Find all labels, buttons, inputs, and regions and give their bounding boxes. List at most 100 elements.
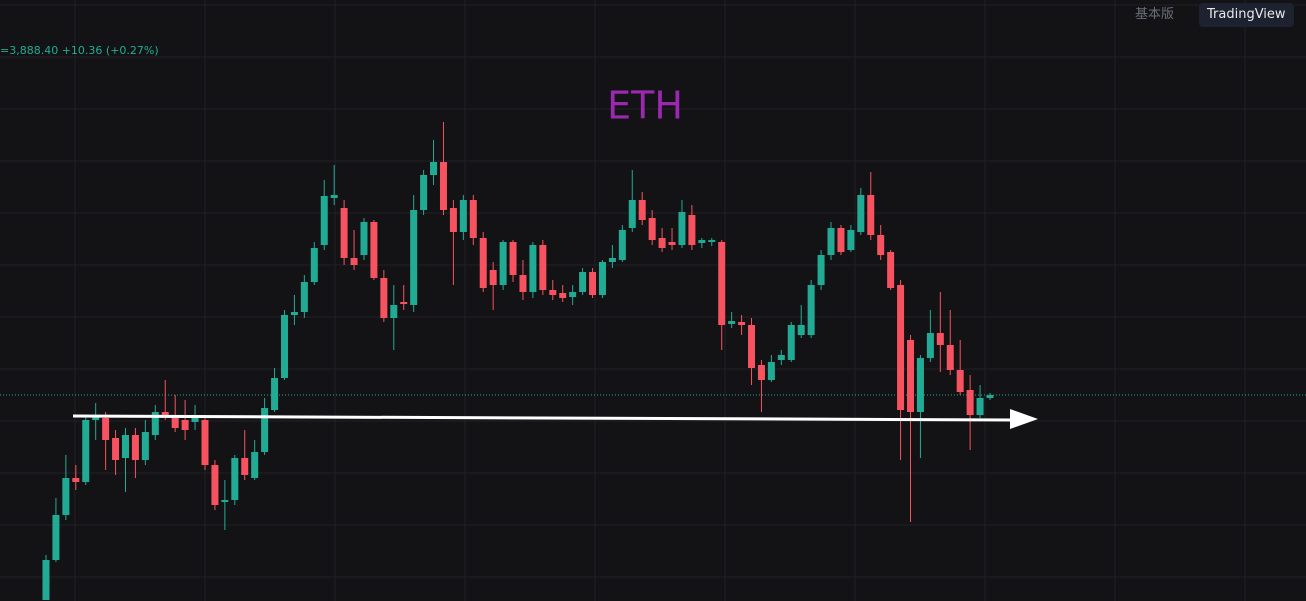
candle-body	[271, 378, 279, 410]
candle-body	[797, 325, 805, 335]
candle-body	[141, 432, 149, 460]
basic-tab[interactable]: 基本版	[1135, 7, 1175, 22]
candle-body	[569, 292, 577, 297]
candle-body	[360, 222, 368, 255]
candle-body	[72, 478, 80, 482]
candle-body	[837, 228, 845, 252]
candle-body	[956, 370, 964, 392]
candle-body	[489, 270, 497, 285]
candle-body	[777, 355, 785, 360]
trend-arrow	[72, 409, 1038, 429]
candle-body	[340, 208, 348, 258]
candle-body	[420, 175, 428, 210]
candle-body	[171, 415, 179, 428]
candle-body	[181, 420, 189, 430]
candle-body	[439, 162, 447, 210]
candle-body	[907, 340, 915, 412]
candle-body	[946, 345, 954, 370]
candle-body	[310, 248, 318, 282]
candle-body	[112, 438, 120, 460]
candle-body	[469, 200, 477, 238]
candle-body	[688, 215, 696, 245]
chart-title: ETH	[607, 84, 683, 128]
candle-body	[877, 235, 885, 255]
candle-body	[628, 200, 636, 228]
candle-body	[330, 195, 338, 198]
candle-body	[211, 465, 219, 505]
candle-body	[787, 325, 795, 360]
candle-body	[976, 398, 984, 415]
candle-body	[300, 282, 308, 312]
candle-body	[598, 262, 606, 295]
candle-body	[241, 458, 249, 475]
candle-body	[897, 285, 905, 410]
candle-body	[201, 420, 209, 465]
candle-body	[658, 238, 666, 248]
candle-body	[261, 408, 269, 452]
candle-body	[509, 242, 517, 275]
candle-body	[82, 420, 90, 482]
candle-body	[748, 325, 756, 368]
candle-body	[738, 322, 746, 325]
candle-body	[400, 302, 408, 304]
candle-body	[867, 195, 875, 235]
arrow-head	[1010, 409, 1038, 429]
candle-body	[121, 435, 129, 458]
candle-body	[966, 390, 974, 415]
candle-body	[668, 242, 676, 245]
candle-body	[151, 412, 159, 435]
tradingview-tab[interactable]: TradingView	[1199, 3, 1294, 27]
candle-body	[221, 500, 229, 502]
candle-body	[161, 412, 169, 415]
candle-body	[449, 208, 457, 232]
candle-body	[936, 333, 944, 345]
candle-body	[62, 478, 70, 515]
candle-body	[827, 228, 835, 255]
candle-body	[678, 212, 686, 245]
candle-body	[559, 293, 567, 298]
candle-body	[430, 162, 438, 175]
legend-price: =3,888.40	[0, 44, 59, 57]
candle-body	[370, 222, 378, 278]
candle-body	[847, 230, 855, 250]
candle-body	[459, 200, 467, 232]
candle-body	[380, 278, 388, 318]
candle-body	[519, 275, 527, 292]
candle-body	[638, 200, 646, 220]
candle-body	[926, 333, 934, 358]
candle-body	[618, 230, 626, 260]
candle-body	[350, 258, 358, 265]
candle-body	[757, 365, 765, 380]
candle-body	[290, 312, 298, 315]
candle-body	[698, 240, 706, 243]
candle-body	[539, 245, 547, 290]
candle-body	[608, 258, 616, 262]
candle-body	[767, 362, 775, 380]
candle-body	[986, 395, 994, 398]
candle-body	[499, 242, 507, 285]
candle-body	[718, 242, 726, 325]
candle-body	[131, 435, 139, 460]
candle-body	[887, 252, 895, 288]
candle-body	[728, 321, 736, 324]
candle-body	[807, 285, 815, 335]
arrow-line	[72, 414, 1015, 422]
candle-body	[102, 418, 110, 440]
candle-body	[589, 272, 597, 295]
candle-body	[549, 290, 557, 295]
candle-body	[529, 245, 537, 292]
candle-body	[390, 305, 398, 318]
candle-body	[231, 458, 239, 500]
candle-body	[708, 240, 716, 242]
candle-body	[916, 358, 924, 412]
price-legend: =3,888.40 +10.36 (+0.27%)	[0, 44, 159, 57]
candle-body	[479, 238, 487, 288]
candle-body	[191, 418, 199, 422]
candle-body	[648, 218, 656, 240]
candle-body	[579, 272, 587, 292]
candle-body	[280, 315, 288, 378]
candle-body	[42, 560, 50, 600]
